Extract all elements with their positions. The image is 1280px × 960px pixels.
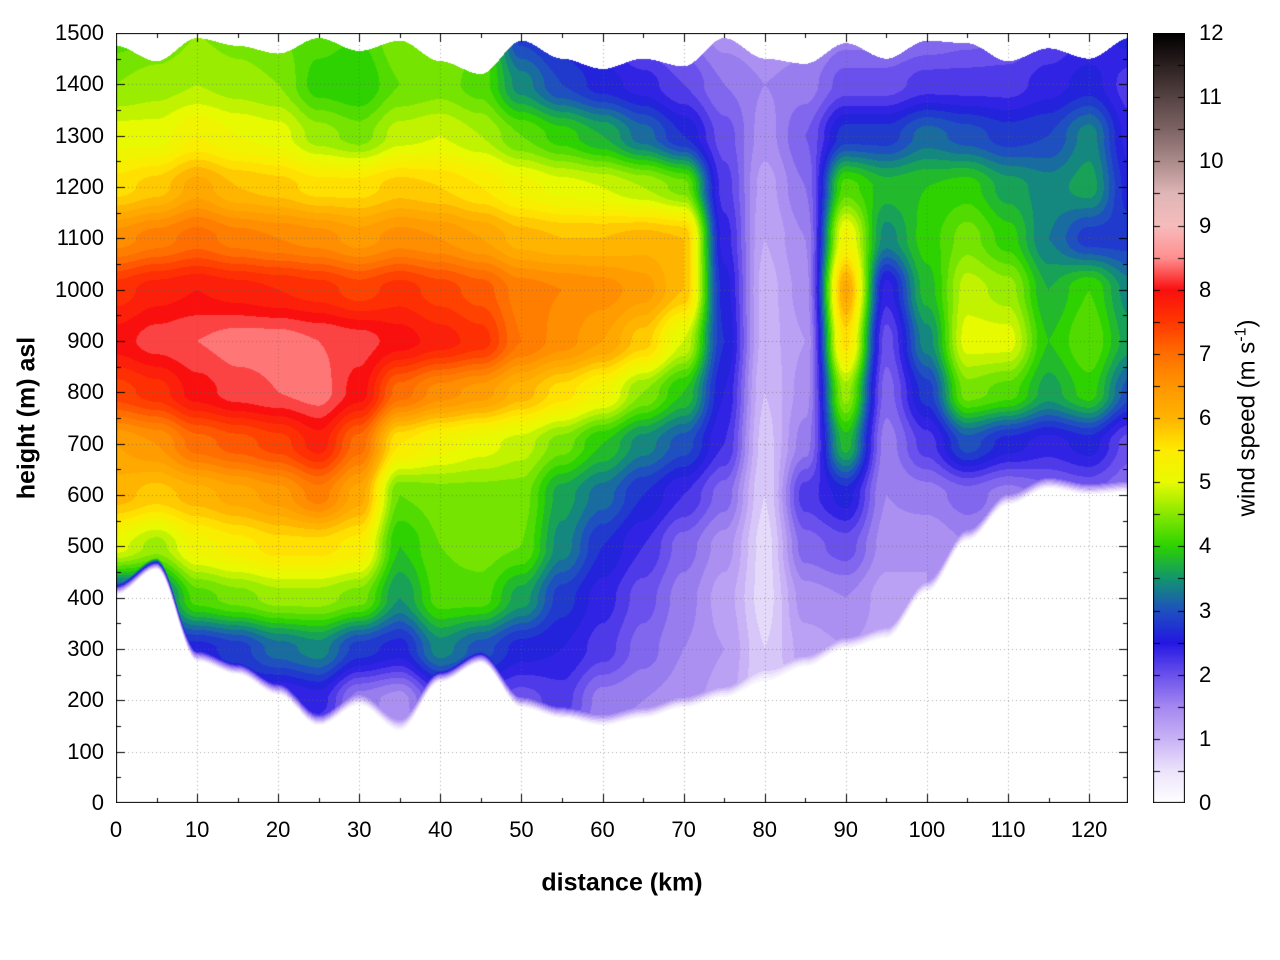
- colorbar-tick-label: 9: [1199, 212, 1212, 238]
- y-tick-label: 700: [67, 430, 104, 456]
- x-tick-label: 100: [908, 817, 946, 842]
- colorbar-tick-label: 10: [1199, 148, 1224, 174]
- colorbar-tick-label: 8: [1199, 276, 1212, 302]
- colorbar-canvas: [1153, 33, 1185, 803]
- x-tick-label: 80: [752, 817, 777, 842]
- x-tick-label: 120: [1070, 817, 1108, 842]
- x-tick-label: 40: [428, 817, 453, 842]
- colorbar-tick-label: 12: [1199, 20, 1224, 45]
- colorbar-tick-label: 5: [1199, 469, 1212, 495]
- y-tick-label: 900: [67, 328, 104, 353]
- colorbar-tick-label: 3: [1199, 597, 1212, 623]
- x-tick-label: 70: [671, 817, 696, 842]
- x-tick-label: 90: [833, 817, 859, 842]
- colorbar-tick-label: 7: [1199, 340, 1212, 366]
- y-tick-label: 300: [67, 636, 104, 661]
- colorbar-tick-label: 1: [1199, 725, 1212, 751]
- y-tick-label: 1500: [55, 20, 104, 45]
- x-tick-label: 50: [509, 817, 534, 842]
- x-axis-title: distance (km): [541, 868, 703, 897]
- y-tick-label: 200: [67, 687, 104, 713]
- x-tick-label: 20: [265, 817, 291, 842]
- y-tick-label: 400: [67, 584, 104, 610]
- y-tick-label: 1400: [55, 71, 104, 97]
- colorbar-tick-label: 6: [1199, 405, 1212, 430]
- y-tick-label: 0: [91, 790, 104, 815]
- colorbar-title-sup: -1: [1232, 327, 1250, 342]
- x-tick-label: 30: [347, 817, 372, 842]
- y-tick-label: 1300: [55, 122, 104, 148]
- y-tick-label: 100: [67, 738, 104, 764]
- heatmap-canvas: [116, 33, 1128, 803]
- x-tick-label: 60: [590, 817, 615, 842]
- x-tick-label: 0: [109, 817, 123, 842]
- y-tick-label: 1000: [55, 276, 104, 302]
- y-tick-label: 800: [67, 379, 104, 405]
- colorbar-tick-label: 2: [1199, 661, 1212, 687]
- x-tick-label: 110: [990, 817, 1026, 842]
- y-tick-label: 1100: [56, 225, 104, 251]
- y-tick-label: 600: [67, 482, 104, 507]
- y-tick-label: 500: [67, 533, 104, 559]
- colorbar-title-text: wind speed (m s: [1233, 341, 1261, 517]
- colorbar-title-close: ): [1233, 319, 1261, 328]
- colorbar-tick-label: 11: [1199, 84, 1222, 110]
- x-tick-label: 10: [184, 817, 210, 842]
- colorbar-title: wind speed (m s-1): [1233, 320, 1262, 517]
- y-tick-label: 1200: [55, 174, 104, 199]
- colorbar-tick-label: 0: [1199, 790, 1212, 815]
- colorbar-tick-label: 4: [1199, 533, 1212, 559]
- y-axis-title: height (m) asl: [12, 336, 41, 500]
